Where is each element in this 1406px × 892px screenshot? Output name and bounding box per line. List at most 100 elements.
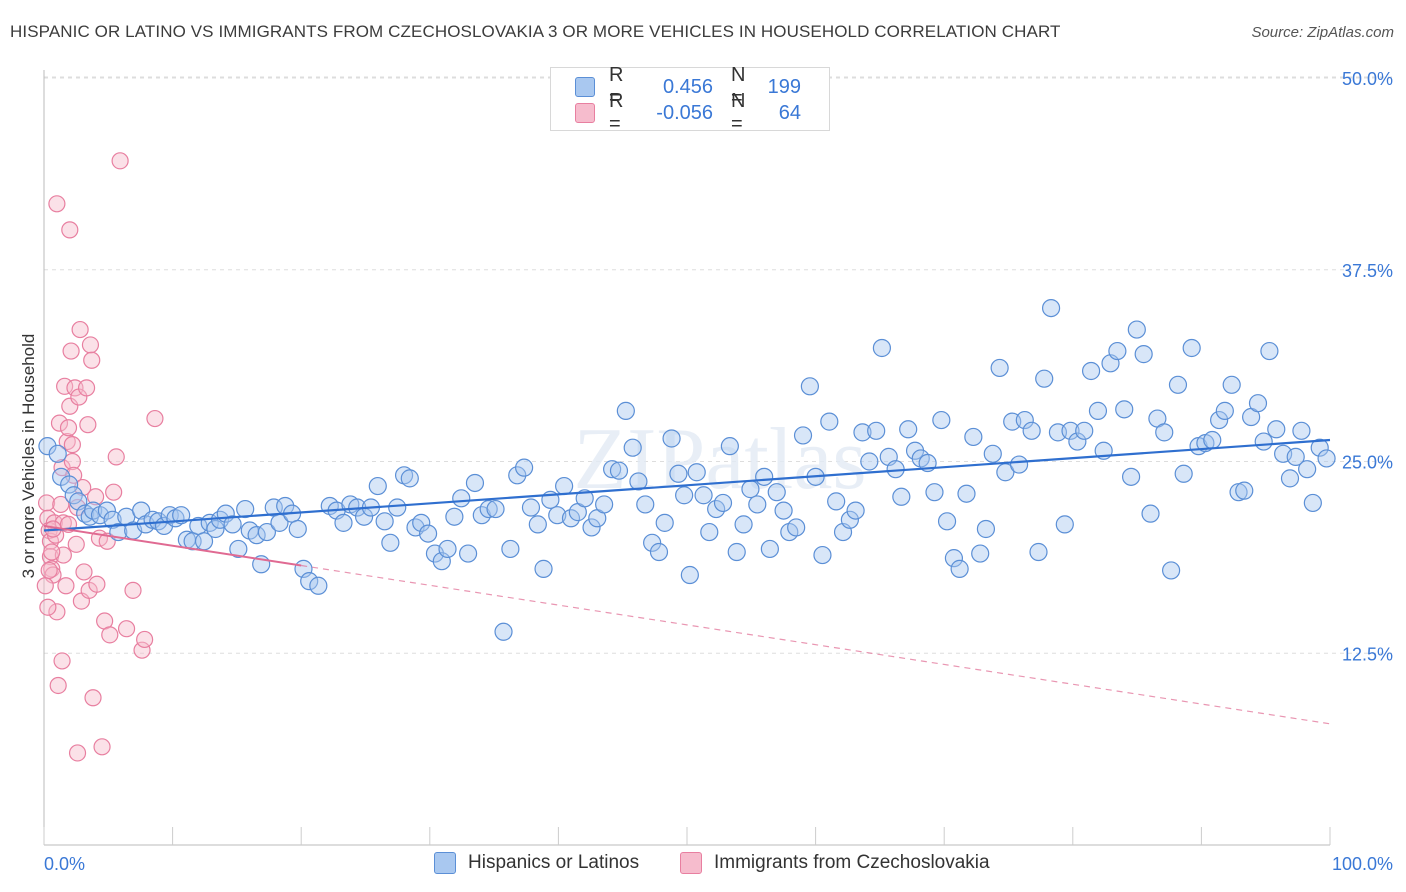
legend-r-value: 0.456 — [662, 75, 713, 98]
blue-point — [1015, 410, 1034, 430]
blue-point — [1280, 469, 1300, 488]
blue-point — [655, 513, 674, 532]
pink-point — [146, 409, 164, 428]
blue-point — [990, 358, 1009, 378]
blue-point — [236, 499, 255, 519]
pink-point — [136, 630, 154, 649]
blue-point — [932, 410, 951, 430]
blue-point — [1260, 341, 1279, 361]
blue-point — [950, 559, 969, 578]
blue-point — [827, 492, 846, 511]
pink-point — [58, 432, 76, 451]
bottom-legend-label: Immigrants from Czechoslovakia — [714, 852, 990, 873]
blue-point — [412, 513, 431, 532]
blue-point — [1298, 460, 1317, 479]
blue-point — [172, 506, 191, 525]
blue-point — [1075, 421, 1094, 440]
legend-row-hispanic: R = 0.456 N = 199 — [575, 64, 801, 109]
blue-point — [229, 539, 248, 559]
legend-r-label: R = — [609, 90, 624, 135]
blue-point — [1317, 449, 1336, 468]
pink-point — [49, 676, 67, 695]
blue-point — [1127, 320, 1146, 339]
pink-point — [63, 436, 81, 454]
blue-point — [528, 515, 547, 534]
blue-point — [465, 473, 485, 493]
pink-point — [52, 495, 70, 514]
bottom-legend-swatch-pink — [680, 852, 702, 874]
y-axis-label: 3 or more Vehicles in Household — [19, 334, 38, 579]
pink-point — [107, 448, 125, 466]
blue-point — [1310, 438, 1329, 457]
y-tick-label: 50.0% — [1342, 69, 1393, 89]
hispanic-trend-line — [43, 438, 1331, 532]
blue-point — [375, 512, 394, 531]
blue-point — [1168, 375, 1188, 394]
blue-point — [1215, 401, 1234, 420]
blue-point — [1292, 421, 1311, 440]
legend-row-czechoslovakia: R = -0.056 N = 64 — [575, 90, 801, 135]
blue-point — [662, 429, 681, 448]
blue-point — [853, 423, 872, 442]
legend-r-label: R = — [609, 64, 624, 109]
blue-point — [1203, 430, 1222, 450]
pink-point — [71, 320, 89, 339]
blue-point — [787, 518, 806, 537]
blue-point — [247, 526, 266, 545]
blue-point — [548, 506, 567, 525]
blue-point — [1061, 421, 1080, 440]
pink-point — [77, 379, 96, 397]
czechoslovakia-points — [36, 152, 164, 762]
blue-point — [760, 539, 779, 559]
blue-point — [629, 472, 648, 491]
blue-point — [964, 427, 983, 447]
blue-point — [1267, 420, 1286, 439]
trend-lines — [43, 438, 1331, 725]
blue-point — [694, 486, 713, 505]
blue-point — [755, 467, 774, 486]
blue-point — [334, 513, 353, 532]
pink-point — [79, 416, 97, 434]
blue-point — [687, 463, 706, 482]
pink-point — [124, 581, 142, 599]
blue-point — [925, 483, 944, 502]
blue-point — [97, 501, 116, 520]
pink-point — [81, 336, 100, 354]
x-tick-label: 100.0% — [1332, 854, 1393, 874]
pink-point — [83, 351, 101, 369]
blue-point — [793, 426, 813, 445]
blue-point — [1121, 467, 1141, 486]
blue-point — [445, 507, 464, 526]
blue-point — [521, 498, 541, 517]
blue-point — [899, 420, 918, 439]
blue-point — [381, 533, 400, 552]
blue-point — [1035, 369, 1054, 388]
blue-point — [48, 444, 67, 463]
pink-point — [117, 620, 136, 638]
blue-point — [767, 483, 786, 502]
blue-point — [860, 452, 879, 471]
pink-point — [48, 195, 66, 213]
blue-point — [1174, 464, 1193, 483]
blue-point — [669, 464, 688, 483]
pink-point — [101, 626, 119, 644]
blue-point — [713, 493, 733, 513]
pink-point — [93, 738, 111, 756]
blue-point — [508, 466, 527, 485]
blue-point — [561, 509, 581, 528]
blue-point — [937, 512, 957, 531]
bottom-legend-swatch-blue — [434, 852, 456, 874]
legend: R = 0.456 N = 199 R = -0.056 N = 64 — [550, 64, 830, 135]
blue-point — [813, 545, 832, 565]
pink-point — [36, 577, 54, 595]
blue-point — [1108, 341, 1127, 361]
blue-point — [1235, 481, 1254, 500]
blue-point — [734, 515, 753, 534]
pink-point — [43, 543, 61, 561]
blue-point — [727, 542, 746, 562]
blue-point — [575, 489, 594, 508]
tick-labels: 12.5% 25.0% 37.5% 50.0% 0.0% 100.0% — [44, 69, 1393, 874]
blue-point — [944, 549, 964, 568]
blue-point — [300, 572, 319, 591]
blue-point — [976, 519, 996, 539]
